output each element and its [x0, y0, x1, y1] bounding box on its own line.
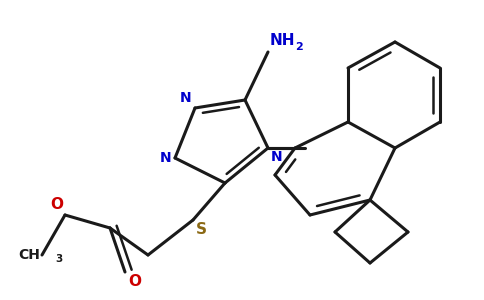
Text: 3: 3 — [55, 254, 62, 264]
Text: N: N — [180, 91, 191, 105]
Text: NH: NH — [270, 33, 296, 48]
Text: S: S — [196, 222, 207, 237]
Text: N: N — [159, 151, 171, 165]
Text: O: O — [50, 197, 63, 212]
Text: O: O — [128, 274, 141, 289]
Text: N: N — [271, 150, 283, 164]
Text: 2: 2 — [295, 42, 303, 52]
Text: CH: CH — [18, 248, 40, 262]
